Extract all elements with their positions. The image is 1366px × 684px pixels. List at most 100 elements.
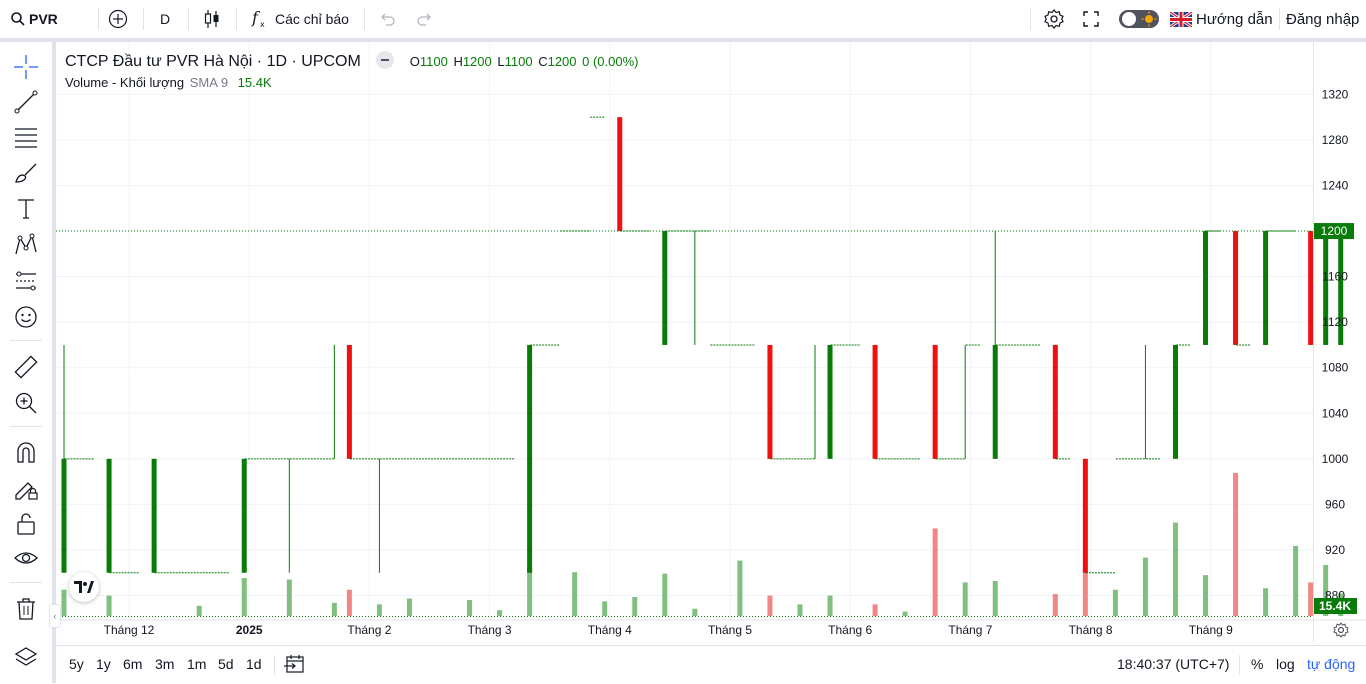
axis-settings-button[interactable] [1332, 621, 1350, 639]
auto-toggle[interactable]: tự động [1307, 656, 1356, 672]
volume-bar [662, 573, 668, 616]
volume-bar [196, 605, 202, 616]
emoji-tool[interactable] [10, 302, 42, 332]
compare-button[interactable] [108, 0, 128, 38]
eye-icon [14, 552, 38, 564]
range-1m[interactable]: 1m [187, 656, 207, 672]
volume-bar [346, 589, 352, 616]
volume-bar [962, 582, 968, 616]
last-volume-box [1314, 598, 1357, 614]
settings-button[interactable] [1043, 0, 1065, 38]
volume-label[interactable]: Volume - Khối lượng [65, 75, 185, 90]
zoom-in-icon [15, 392, 37, 414]
svg-text:f: f [251, 8, 261, 27]
volume-bar [902, 611, 908, 616]
range-1y[interactable]: 1y [96, 656, 111, 672]
range-3m[interactable]: 3m [155, 656, 175, 672]
hide-drawings-tool[interactable] [10, 543, 42, 573]
redo-icon [417, 13, 431, 26]
symbol-search[interactable]: PVR [10, 0, 58, 38]
go-to-date-button[interactable] [284, 654, 306, 679]
measure-lines-icon [16, 271, 36, 291]
volume-bar [1142, 557, 1148, 616]
bottom-toolbar: 5y 1y 6m 3m 1m 5d 1d 18:40:37 (UTC+7) % … [56, 645, 1366, 684]
volume-bar [572, 572, 578, 616]
volume-bar [376, 604, 382, 616]
price-chart[interactable]: 8809209601000104010801120116012401280132… [56, 42, 1366, 642]
volume-bar [1112, 589, 1118, 616]
candle-body [1082, 458, 1088, 573]
range-1d[interactable]: 1d [246, 656, 262, 672]
candles-icon [204, 10, 219, 28]
candle-body [662, 231, 668, 345]
volume-bar [1308, 582, 1314, 616]
price-tick-label: 1160 [1322, 270, 1348, 284]
volume-bar [331, 602, 337, 616]
interval-button[interactable]: D [160, 0, 170, 38]
scroll-left-handle[interactable]: ‹ [49, 604, 61, 628]
price-tick-label: 1040 [1322, 406, 1349, 420]
log-toggle[interactable]: log [1276, 656, 1295, 672]
fib-tool[interactable] [10, 122, 42, 152]
symbol-title[interactable]: CTCP Đầu tư PVR Hà Nội · 1D · UPCOM [65, 53, 361, 70]
trend-line-tool[interactable] [10, 87, 42, 117]
zoom-tool[interactable] [10, 388, 42, 418]
undo-button[interactable] [378, 0, 396, 38]
drawing-toolbar [0, 42, 56, 683]
clock-time[interactable]: 18:40:37 (UTC+7) [1117, 656, 1230, 672]
tradingview-logo[interactable] [69, 572, 99, 602]
crosshair-tool[interactable] [10, 52, 42, 82]
lock-icon [17, 513, 35, 535]
remove-drawings-tool[interactable] [10, 594, 42, 624]
time-tick-label: Tháng 7 [948, 623, 992, 637]
low-label: L [497, 54, 505, 69]
volume-bar [797, 604, 803, 616]
candle-body [1308, 231, 1314, 345]
time-tick-label: Tháng 4 [588, 623, 632, 637]
volume-bar [241, 578, 247, 616]
collapse-icon[interactable] [375, 50, 395, 70]
time-tick-label: Tháng 2 [347, 623, 391, 637]
range-5y[interactable]: 5y [69, 656, 84, 672]
brush-tool[interactable] [10, 158, 42, 188]
chart-type-button[interactable] [202, 0, 222, 38]
text-tool[interactable] [10, 194, 42, 224]
chart-pane[interactable]: 880 920 960 1000 1040 1080 1120 1160 1240 1280 132… [49, 42, 1366, 642]
range-6m[interactable]: 6m [123, 656, 143, 672]
login-button[interactable]: Đăng nhập [1286, 0, 1359, 38]
gear-small-icon [1333, 622, 1349, 638]
volume-bar [767, 595, 773, 616]
candle-body [932, 344, 938, 459]
lock-tool[interactable] [10, 509, 42, 539]
redo-button[interactable] [416, 0, 434, 38]
candle-body [992, 344, 998, 459]
last-volume-label: 15.4K [1319, 599, 1351, 613]
smiley-icon [15, 306, 37, 328]
open-label: O [409, 54, 420, 69]
ruler-tool[interactable] [10, 352, 42, 382]
gear-icon [1044, 9, 1064, 29]
pattern-tool[interactable] [10, 230, 42, 260]
theme-toggle[interactable] [1118, 0, 1160, 38]
last-price-label: 1200 [1321, 224, 1348, 238]
percent-toggle[interactable]: % [1251, 656, 1264, 672]
price-tick-label: 1000 [1322, 452, 1349, 466]
fullscreen-button[interactable] [1081, 0, 1101, 38]
candle-body [346, 344, 352, 459]
time-tick-label: 2025 [236, 623, 263, 637]
stay-drawing-tool[interactable] [10, 473, 42, 503]
svg-text:x: x [260, 20, 265, 29]
open-value: 1100 [419, 54, 448, 69]
volume-bar [632, 597, 638, 616]
layers-icon [14, 647, 38, 666]
guide-link[interactable]: Hướng dẫn [1170, 0, 1273, 38]
price-tick-label: 1320 [1322, 87, 1349, 101]
magnet-tool[interactable] [10, 437, 42, 467]
sun-toggle-icon [1119, 10, 1159, 28]
volume-bar [737, 560, 743, 616]
object-tree-tool[interactable] [10, 642, 42, 672]
candle-body [827, 344, 833, 459]
forecast-tool[interactable] [10, 266, 42, 296]
range-5d[interactable]: 5d [218, 656, 234, 672]
